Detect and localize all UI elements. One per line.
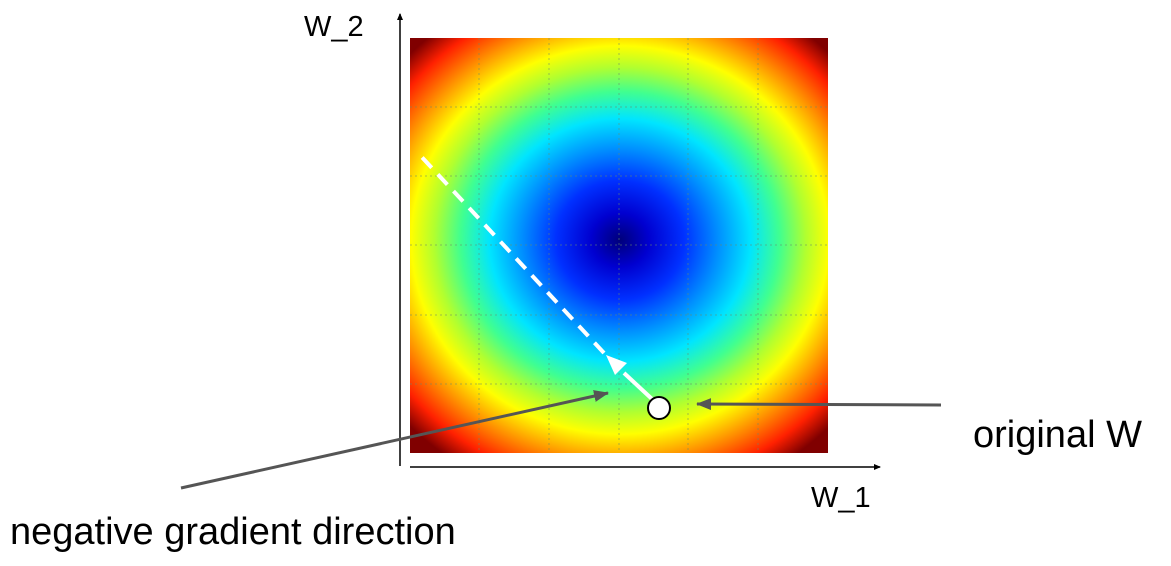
gradient-step-line: [622, 371, 654, 401]
original-w-label: original W: [973, 414, 1142, 456]
x-axis-label: W_1: [811, 482, 871, 514]
heatmap-grid: [410, 38, 828, 453]
loss-heatmap: [410, 38, 828, 453]
gradient-direction-pointer: [180, 390, 609, 490]
original-w-pointer: [696, 398, 942, 411]
arrow-icon: [606, 355, 627, 375]
gradient-direction-label: negative gradient direction: [10, 511, 456, 553]
circle-marker: [647, 396, 671, 420]
y-axis-label: W_2: [304, 11, 364, 43]
